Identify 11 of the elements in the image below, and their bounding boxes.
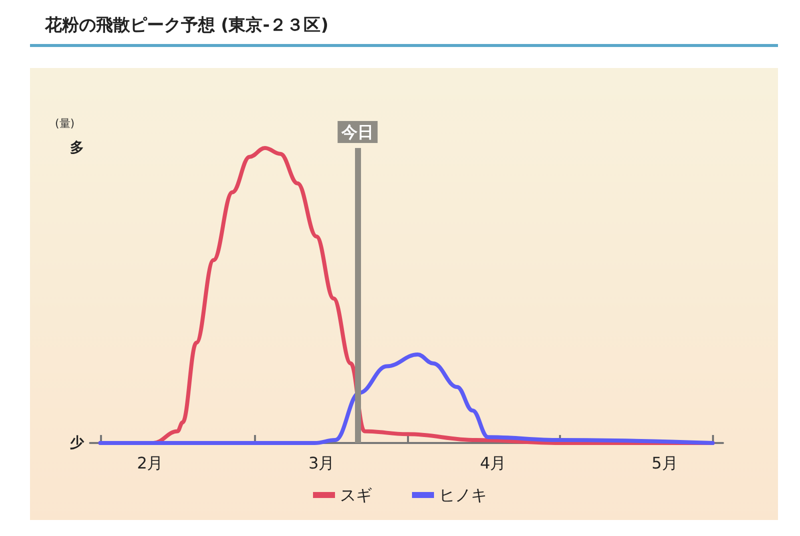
y-axis-title: (量) — [55, 117, 75, 130]
legend-label: ヒノキ — [439, 486, 487, 504]
legend-label: スギ — [340, 486, 372, 504]
text: 少 — [70, 435, 85, 451]
x-tick-label: 2月 — [136, 454, 164, 472]
x-tick-label: 5月 — [652, 454, 678, 472]
x-tick-label: 4月 — [480, 454, 506, 472]
x-tick-label: 3月 — [308, 454, 335, 472]
chart-title: 花粉の飛散ピーク予想 (東京-２３区) — [44, 16, 329, 36]
text: 多 — [70, 140, 84, 156]
ref-line-label: 今日 — [340, 122, 374, 142]
